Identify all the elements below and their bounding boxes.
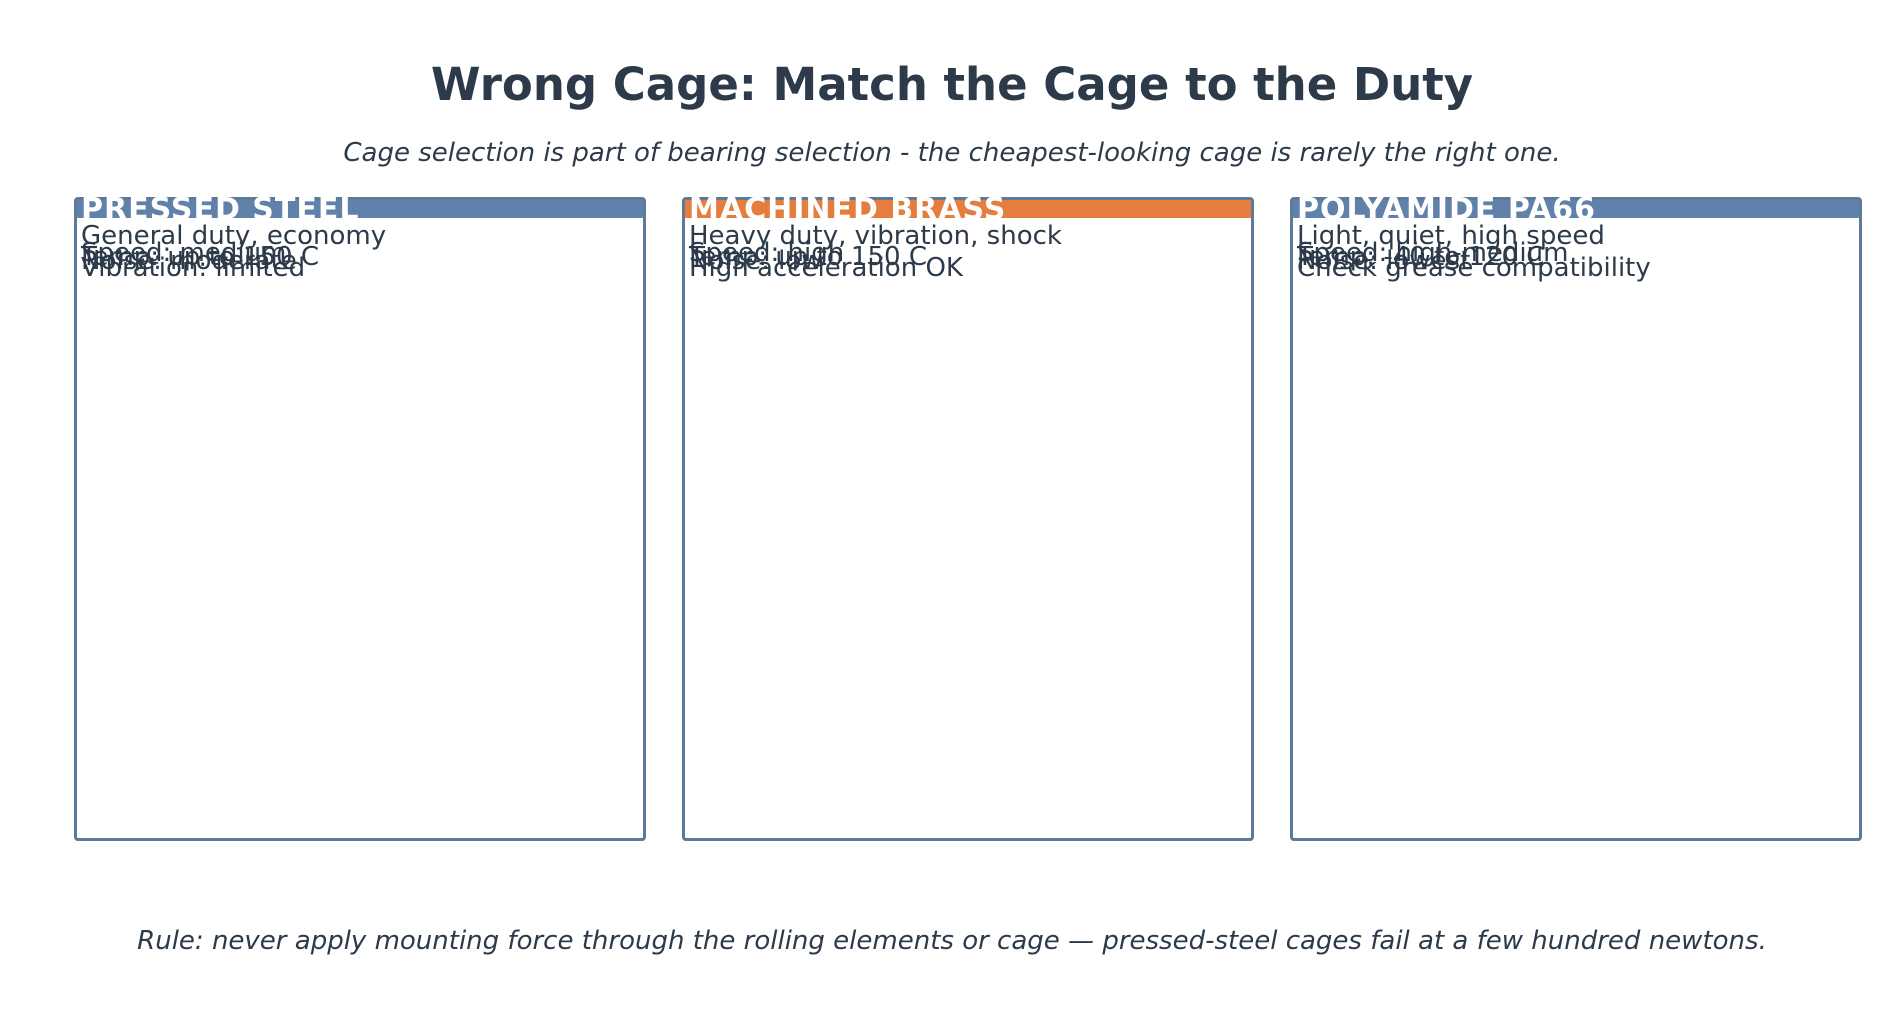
panel-noise-line: Noise: lowest: [1297, 246, 1471, 276]
panel-speed-line: Speed: high-medium: [1297, 238, 1569, 268]
panel-title: PRESSED STEEL: [81, 192, 360, 227]
footer-rule-note: Rule: never apply mounting force through…: [137, 926, 1767, 956]
page-title: Wrong Cage: Match the Cage to the Duty: [430, 58, 1474, 111]
panel-title: MACHINED BRASS: [689, 192, 1007, 227]
panel-noise-line: Noise: moderate: [81, 246, 297, 276]
panel-title: POLYAMIDE PA66: [1297, 192, 1597, 227]
panel-note-line: Check grease compatibility: [1297, 253, 1651, 283]
page-subtitle: Cage selection is part of bearing select…: [343, 138, 1561, 168]
panel-duty-line: Light, quiet, high speed: [1297, 221, 1605, 251]
panel-noise-line: Noise: low: [689, 246, 823, 276]
panel-temp-line: Temp: up to 150 C: [81, 242, 319, 272]
panel-temp-line: Temp: -40 to 120 C: [1297, 242, 1545, 272]
panel-speed-line: Speed: medium: [81, 238, 287, 268]
panel-header-bar: [77, 200, 643, 218]
panel-duty-line: General duty, economy: [81, 221, 387, 251]
panel-header-bar: [685, 200, 1251, 218]
panel-note-line: Vibration: limited: [81, 253, 306, 283]
cage-panel-polyamide-pa66: POLYAMIDE PA66 Light, quiet, high speed …: [1290, 192, 1862, 841]
panel-duty-line: Heavy duty, vibration, shock: [689, 221, 1062, 251]
panel-note-line: High acceleration OK: [689, 253, 963, 283]
cage-panel-machined-brass: MACHINED BRASS Heavy duty, vibration, sh…: [682, 192, 1254, 841]
panel-header-bar: [1293, 200, 1859, 218]
panel-speed-line: Speed: high: [689, 238, 845, 268]
panel-temp-line: Temp: up to 150 C: [689, 242, 927, 272]
cage-panel-pressed-steel: PRESSED STEEL General duty, economy Spee…: [74, 192, 646, 841]
